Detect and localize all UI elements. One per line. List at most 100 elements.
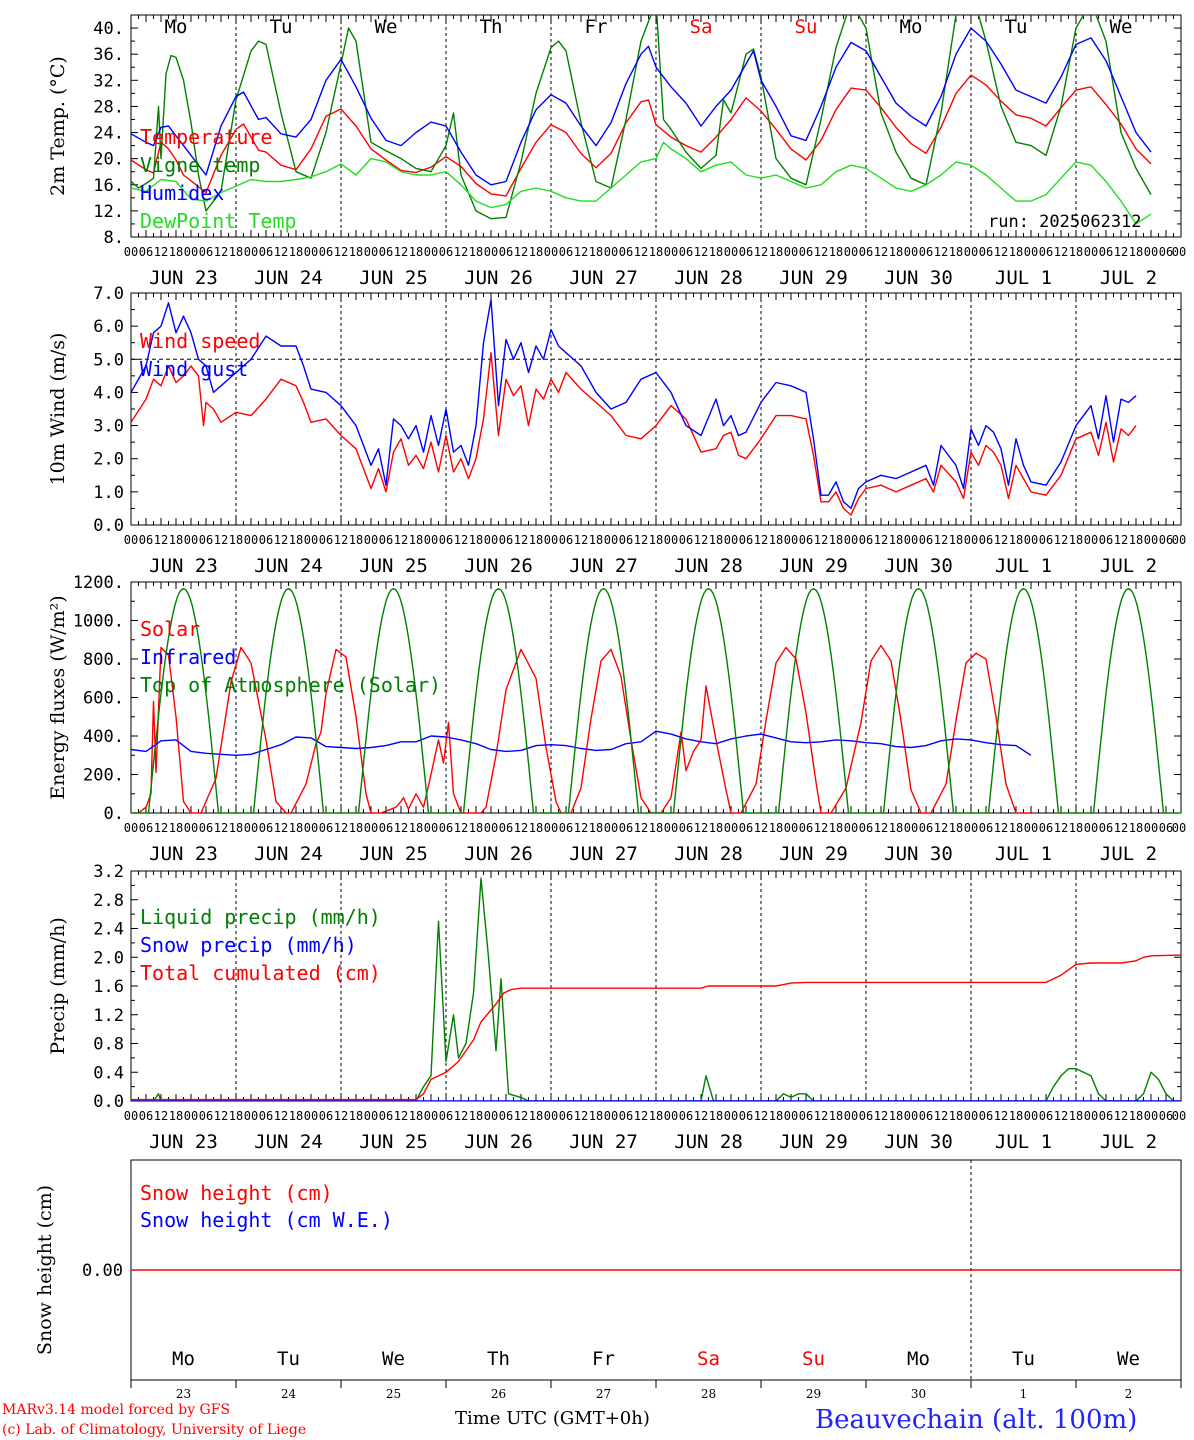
hour-tick-label: 00 bbox=[184, 533, 198, 547]
hour-tick-label: 06 bbox=[319, 533, 333, 547]
hour-tick-label: 06 bbox=[439, 533, 453, 547]
date-label: JUN 24 bbox=[254, 1131, 323, 1153]
legend-entry: Snow height (cm) bbox=[140, 1181, 333, 1205]
y-tick-label: 8. bbox=[104, 228, 124, 248]
hour-tick-label: 18 bbox=[649, 245, 663, 259]
hour-tick-label: 00 bbox=[664, 533, 678, 547]
series-liquid-precip-mm-h- bbox=[131, 877, 1181, 1101]
hour-tick-label: 12 bbox=[754, 821, 768, 835]
series-wind-speed bbox=[131, 352, 1137, 516]
hour-tick-label: 18 bbox=[829, 245, 843, 259]
hour-tick-label: 18 bbox=[589, 1109, 603, 1123]
hour-tick-label: 00 bbox=[1172, 245, 1186, 259]
panels: 00 06 12 18 00 06 12 18 00 06 12 18 00 06 12 18 00 06 12 18… bbox=[34, 14, 1186, 1401]
y-tick-label: 0.00 bbox=[82, 1261, 123, 1281]
hour-tick-label: 12 bbox=[394, 821, 408, 835]
hour-tick-label: 00 bbox=[1084, 821, 1098, 835]
hour-tick-label: 00 bbox=[604, 821, 618, 835]
hour-tick-label: 00 bbox=[484, 821, 498, 835]
hour-tick-label: 12 bbox=[754, 533, 768, 547]
panel-1: 00 06 12 18 00 06 12 18 00 06 12 18 00 06 12 18 00 06 12 18… bbox=[47, 14, 1186, 289]
hour-tick-label: 00 bbox=[1144, 821, 1158, 835]
hour-tick-label: 12 bbox=[514, 1109, 528, 1123]
hour-tick-label: 06 bbox=[919, 533, 933, 547]
hour-tick-label: 18 bbox=[409, 245, 423, 259]
hour-tick-label: 18 bbox=[469, 533, 483, 547]
hour-tick-label: 00 bbox=[364, 245, 378, 259]
panel-5: 23 24 25 26 27 28 29 30 1 2 0.00 Snow height (cm) Sn… bbox=[34, 1159, 1182, 1401]
day-label-top: We bbox=[1110, 16, 1133, 38]
series-total-cumulated-cm- bbox=[131, 954, 1181, 1101]
hour-tick-label: 18 bbox=[769, 245, 783, 259]
hour-tick-label: 00 bbox=[244, 245, 258, 259]
hour-tick-label: 18 bbox=[409, 533, 423, 547]
hour-tick-label: 18 bbox=[709, 821, 723, 835]
hour-tick-label: 12 bbox=[934, 821, 948, 835]
hour-tick-label: 12 bbox=[1114, 1109, 1128, 1123]
hour-tick-label: 06 bbox=[919, 821, 933, 835]
hour-tick-label: 18 bbox=[409, 1109, 423, 1123]
hour-tick-label: 00 bbox=[844, 245, 858, 259]
hour-tick-label: 18 bbox=[589, 821, 603, 835]
hour-tick-label: 00 bbox=[544, 1109, 558, 1123]
hour-tick-label: 18 bbox=[1129, 821, 1143, 835]
day-label-bottom: Fr bbox=[592, 1348, 615, 1370]
hour-tick-label: 06 bbox=[739, 1109, 753, 1123]
hour-tick-label: 12 bbox=[274, 821, 288, 835]
credit-line-1: MARv3.14 model forced by GFS bbox=[2, 1402, 230, 1418]
hour-tick-label: 06 bbox=[979, 821, 993, 835]
hour-tick-label: 06 bbox=[1039, 245, 1053, 259]
hour-tick-label: 06 bbox=[799, 245, 813, 259]
day-label-bottom: Su bbox=[802, 1348, 825, 1370]
hour-tick-label: 12 bbox=[634, 533, 648, 547]
date-label: JUL 2 bbox=[1100, 555, 1157, 577]
day-label-bottom: Mo bbox=[907, 1348, 930, 1370]
hour-tick-label: 00 bbox=[1144, 1109, 1158, 1123]
hour-tick-label: 06 bbox=[739, 245, 753, 259]
hour-tick-label: 00 bbox=[1084, 245, 1098, 259]
date-label: JUN 24 bbox=[254, 555, 323, 577]
hour-tick-label: 18 bbox=[649, 1109, 663, 1123]
hour-tick-label: 12 bbox=[574, 245, 588, 259]
hour-tick-label: 18 bbox=[289, 533, 303, 547]
hour-tick-label: 12 bbox=[334, 533, 348, 547]
hour-tick-label: 00 bbox=[1144, 245, 1158, 259]
date-label: JUN 27 bbox=[569, 267, 638, 289]
series-humidex bbox=[131, 27, 1152, 186]
day-label-top: Tu bbox=[270, 16, 293, 38]
hour-tick-label: 06 bbox=[799, 533, 813, 547]
hour-tick-label: 18 bbox=[349, 1109, 363, 1123]
hour-tick-label: 12 bbox=[694, 245, 708, 259]
hour-tick-label: 00 bbox=[364, 821, 378, 835]
hour-tick-label: 06 bbox=[919, 1109, 933, 1123]
hour-tick-label: 06 bbox=[679, 245, 693, 259]
hour-tick-label: 06 bbox=[439, 245, 453, 259]
hour-tick-label: 12 bbox=[154, 533, 168, 547]
hour-tick-label: 00 bbox=[664, 1109, 678, 1123]
hour-tick-label: 00 bbox=[964, 821, 978, 835]
hour-tick-label: 00 bbox=[604, 1109, 618, 1123]
hour-tick-label: 00 bbox=[244, 533, 258, 547]
hour-tick-label: 12 bbox=[874, 245, 888, 259]
hour-tick-label: 12 bbox=[514, 245, 528, 259]
date-label: JUN 27 bbox=[569, 843, 638, 865]
date-label: JUL 2 bbox=[1100, 843, 1157, 865]
date-label: JUN 30 bbox=[884, 555, 953, 577]
hour-tick-label: 06 bbox=[259, 1109, 273, 1123]
hour-tick-label: 00 bbox=[904, 1109, 918, 1123]
hour-tick-label: 06 bbox=[679, 533, 693, 547]
series-infrared bbox=[131, 730, 1032, 756]
hour-tick-label: 06 bbox=[259, 533, 273, 547]
hour-tick-label: 18 bbox=[529, 821, 543, 835]
hour-tick-label: 18 bbox=[1129, 245, 1143, 259]
hour-tick-label: 06 bbox=[199, 533, 213, 547]
hour-tick-label: 00 bbox=[544, 533, 558, 547]
hour-tick-label: 06 bbox=[619, 533, 633, 547]
hour-tick-label: 00 bbox=[1084, 533, 1098, 547]
date-label: JUL 1 bbox=[995, 843, 1052, 865]
day-label-bottom: Th bbox=[487, 1348, 510, 1370]
hour-tick-label: 06 bbox=[1159, 533, 1173, 547]
hour-tick-label: 12 bbox=[1114, 533, 1128, 547]
hour-tick-label: 00 bbox=[424, 245, 438, 259]
